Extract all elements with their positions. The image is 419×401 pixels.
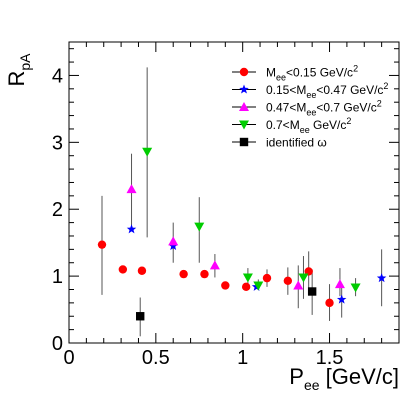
data-point	[336, 294, 347, 304]
plot-frame	[68, 41, 400, 344]
data-point	[325, 298, 334, 308]
legend-label: 0.7<Mee GeV/c2	[266, 116, 351, 135]
data-point	[334, 279, 345, 289]
legend-label: Mee<0.15 GeV/c2	[266, 64, 358, 83]
data-point	[179, 269, 188, 279]
legend-label-part: 2	[377, 99, 382, 109]
legend-label-part: <0.7 GeV/c	[316, 101, 376, 115]
x-tick-label: 0	[63, 347, 74, 369]
legend-label-part: 2	[383, 81, 388, 91]
axis-ticks	[68, 42, 400, 344]
legend-label: identified ω	[266, 136, 327, 150]
x-axis-label-unit: [GeV/c]	[320, 364, 399, 389]
x-tick-label: 1	[237, 347, 248, 369]
legend-label-part: 2	[353, 64, 358, 74]
data-point	[293, 280, 304, 290]
data-point	[137, 266, 147, 275]
legend-label: 0.47<Mee<0.7 GeV/c2	[266, 99, 382, 118]
x-axis-label-main: P	[289, 364, 304, 389]
legend-label-part: ee	[306, 108, 316, 118]
y-tick-label: 2	[52, 199, 63, 221]
data-point	[209, 260, 220, 270]
data-point	[283, 276, 293, 285]
legend-label-part: 2	[346, 116, 351, 126]
data-point	[298, 273, 309, 283]
y-tick-label: 0	[52, 333, 63, 355]
data-point	[242, 273, 253, 283]
data-point	[200, 269, 209, 279]
x-tick-label: 0.5	[142, 347, 170, 369]
x-axis-label-sub: ee	[304, 377, 320, 393]
data-point	[97, 240, 107, 249]
legend-label-part: GeV/c	[310, 118, 347, 132]
y-axis-label: RpA	[4, 53, 33, 87]
data-point	[126, 184, 137, 194]
y-axis-label-main: R	[4, 71, 29, 87]
x-axis-label: Pee [GeV/c]	[289, 364, 399, 393]
data-point	[118, 265, 128, 274]
data-point	[136, 312, 145, 321]
legend-label-part: 0.7<M	[266, 118, 300, 132]
legend-marker	[239, 84, 249, 94]
y-axis-label-sub: pA	[17, 53, 33, 71]
legend-marker	[239, 102, 249, 111]
data-point	[253, 281, 264, 291]
y-tick-label: 1	[52, 266, 63, 288]
data-point	[241, 282, 251, 292]
data-point	[350, 283, 361, 293]
legend-label-part: ee	[306, 90, 316, 100]
legend-marker	[239, 67, 249, 77]
legend-label-part: 0.15<M	[266, 83, 306, 97]
legend-label: 0.15<Mee<0.47 GeV/c2	[266, 81, 388, 100]
y-tick-label: 4	[52, 65, 63, 87]
tick-labels: 0 1 2 3 4 0 0.5 1 1.5	[52, 65, 344, 369]
y-tick-label: 3	[52, 132, 63, 154]
legend-label-part: 0.47<M	[266, 101, 306, 115]
data-markers	[97, 147, 387, 321]
data-point	[142, 147, 153, 157]
data-point	[307, 287, 317, 296]
legend: Mee<0.15 GeV/c20.15<Mee<0.47 GeV/c20.47<…	[232, 64, 388, 150]
legend-marker	[239, 120, 249, 130]
legend-label-part: ee	[300, 125, 310, 135]
data-point	[262, 273, 272, 283]
x-tick-label: 1.5	[316, 347, 344, 369]
data-point	[168, 236, 179, 246]
data-point	[221, 281, 230, 290]
data-point	[168, 241, 178, 251]
legend-label-part: identified ω	[266, 136, 327, 150]
legend-marker	[239, 137, 249, 147]
data-point	[194, 222, 205, 232]
data-point	[126, 224, 137, 234]
legend-label-part: M	[266, 66, 276, 80]
legend-label-part: <0.15 GeV/c	[286, 66, 353, 80]
legend-label-part: <0.47 GeV/c	[316, 83, 383, 97]
data-point	[376, 273, 387, 283]
legend-label-part: ee	[276, 73, 286, 83]
